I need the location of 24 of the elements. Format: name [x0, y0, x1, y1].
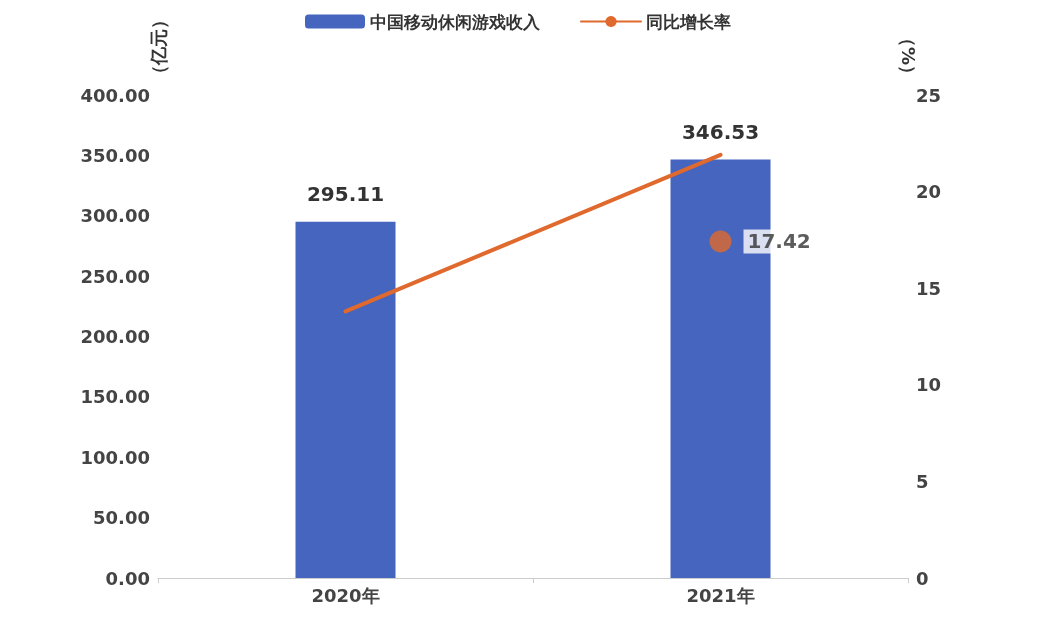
- y-tick-label: 100.00: [80, 446, 150, 468]
- data-label: 295.11: [306, 181, 385, 206]
- y-tick-label: 350.00: [80, 144, 150, 166]
- y-tick-label: 300.00: [80, 205, 150, 227]
- y2-tick-label: 20: [916, 181, 942, 203]
- y2-tick-label: 10: [916, 374, 942, 396]
- y2-tick-label: 15: [916, 277, 942, 299]
- data-label: 346.53: [681, 119, 760, 144]
- y2-axis-title: （%）: [897, 28, 919, 83]
- y-tick-label: 200.00: [80, 326, 150, 347]
- y2-tick-label: 5: [916, 470, 929, 492]
- y-tick-label: 50.00: [93, 507, 150, 529]
- x-tick-label: 2020年: [311, 584, 380, 606]
- y-axis-title: （亿元）: [147, 11, 169, 83]
- legend-label: 同比增长率: [646, 11, 731, 32]
- data-label: 17.42: [747, 229, 811, 254]
- y-tick-label: 0.00: [105, 567, 150, 589]
- y2-tick-label: 0: [916, 567, 929, 589]
- y2-tick-label: 25: [916, 84, 942, 106]
- legend-label: 中国移动休闲游戏收入: [370, 11, 541, 32]
- y-tick-label: 250.00: [80, 265, 150, 287]
- x-tick-label: 2021年: [686, 584, 755, 606]
- y-tick-label: 150.00: [80, 386, 150, 408]
- y-tick-label: 400.00: [80, 84, 150, 106]
